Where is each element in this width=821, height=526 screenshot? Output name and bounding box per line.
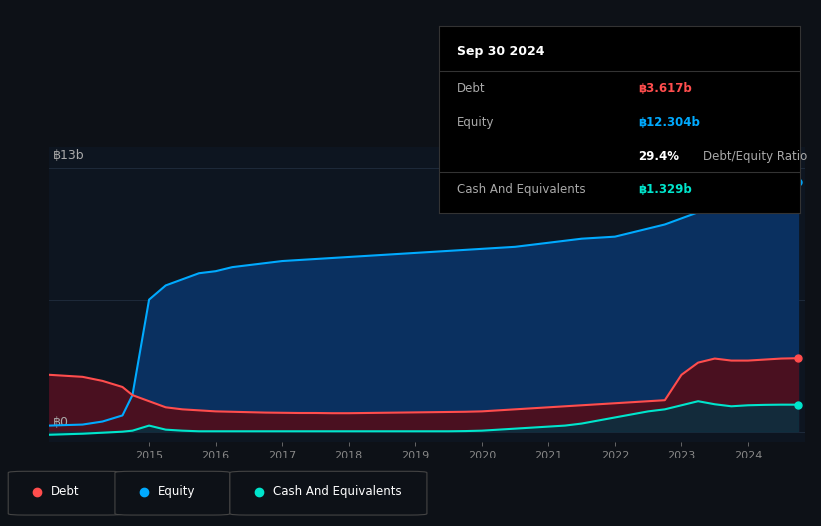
Text: ฿0: ฿0 bbox=[53, 416, 69, 429]
Text: Equity: Equity bbox=[457, 116, 495, 129]
Text: ฿1.329b: ฿1.329b bbox=[638, 183, 691, 196]
Text: ฿3.617b: ฿3.617b bbox=[638, 83, 691, 95]
Text: 29.4%: 29.4% bbox=[638, 149, 679, 163]
FancyBboxPatch shape bbox=[230, 471, 427, 515]
Text: Equity: Equity bbox=[158, 485, 195, 498]
Text: ฿13b: ฿13b bbox=[53, 148, 85, 161]
FancyBboxPatch shape bbox=[8, 471, 123, 515]
Text: Debt/Equity Ratio: Debt/Equity Ratio bbox=[703, 149, 807, 163]
Text: Cash And Equivalents: Cash And Equivalents bbox=[273, 485, 401, 498]
Text: Debt: Debt bbox=[51, 485, 80, 498]
Text: Sep 30 2024: Sep 30 2024 bbox=[457, 45, 545, 58]
FancyBboxPatch shape bbox=[115, 471, 230, 515]
Text: Cash And Equivalents: Cash And Equivalents bbox=[457, 183, 586, 196]
Text: Debt: Debt bbox=[457, 83, 486, 95]
Text: ฿12.304b: ฿12.304b bbox=[638, 116, 699, 129]
